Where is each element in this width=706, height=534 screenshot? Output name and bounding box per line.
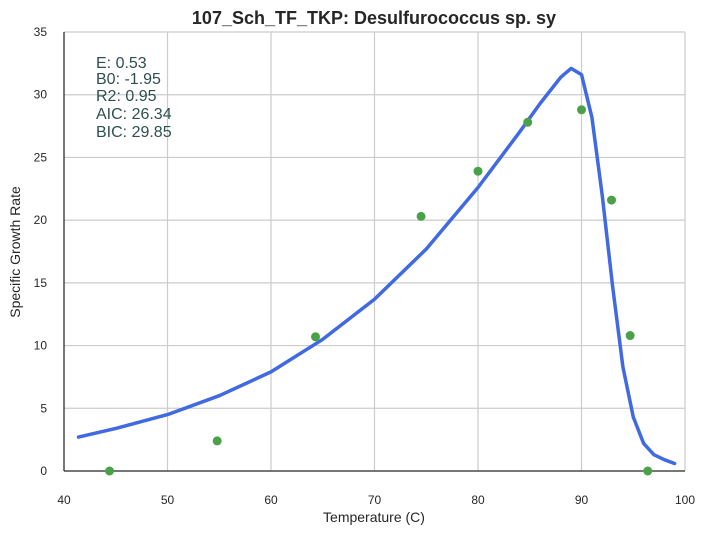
data-point: [607, 195, 617, 205]
data-point: [577, 105, 586, 115]
x-tick-label: 90: [575, 493, 589, 507]
fit-curve: [76, 66, 677, 466]
x-tick-label: 60: [264, 493, 278, 507]
y-tick-label: 20: [34, 213, 48, 227]
data-point: [311, 332, 321, 342]
x-tick-label: 100: [675, 493, 695, 507]
x-tick-label: 40: [57, 493, 71, 507]
y-tick-label: 10: [34, 339, 48, 353]
y-axis-label: Specific Growth Rate: [7, 186, 23, 318]
stat-e: E: 0.53: [96, 55, 147, 72]
axes: [63, 32, 685, 472]
data-point: [523, 117, 533, 127]
y-tick-label: 5: [40, 401, 47, 415]
x-tick-label: 80: [471, 493, 485, 507]
data-point: [416, 211, 426, 221]
data-point: [105, 466, 115, 476]
stat-r2: R2: 0.95: [96, 88, 157, 105]
x-axis-label: Temperature (C): [323, 509, 425, 525]
y-tick-label: 15: [34, 276, 48, 290]
y-tick-label: 30: [34, 88, 48, 102]
chart-title: 107_Sch_TF_TKP: Desulfurococcus sp. sy: [192, 8, 556, 28]
series: [76, 66, 677, 476]
y-tick-label: 35: [34, 25, 48, 39]
stat-bic: BIC: 29.85: [96, 124, 172, 141]
data-point: [643, 466, 653, 476]
stat-aic: AIC: 26.34: [96, 106, 172, 123]
data-point: [212, 436, 222, 446]
grid: [64, 31, 686, 471]
stat-b0: B0: -1.95: [96, 71, 161, 88]
data-point: [473, 166, 483, 176]
y-tick-label: 0: [40, 464, 47, 478]
y-tick-label: 25: [34, 150, 48, 164]
x-tick-label: 50: [161, 493, 175, 507]
data-point: [625, 331, 635, 341]
fit-stats: E: 0.53 B0: -1.95 R2: 0.95 AIC: 26.34 BI…: [96, 55, 172, 141]
x-tick-label: 70: [368, 493, 382, 507]
tick-labels: 40 50 60 70 80 90 100 0 5 10 15 20 25 30 35: [34, 25, 696, 507]
